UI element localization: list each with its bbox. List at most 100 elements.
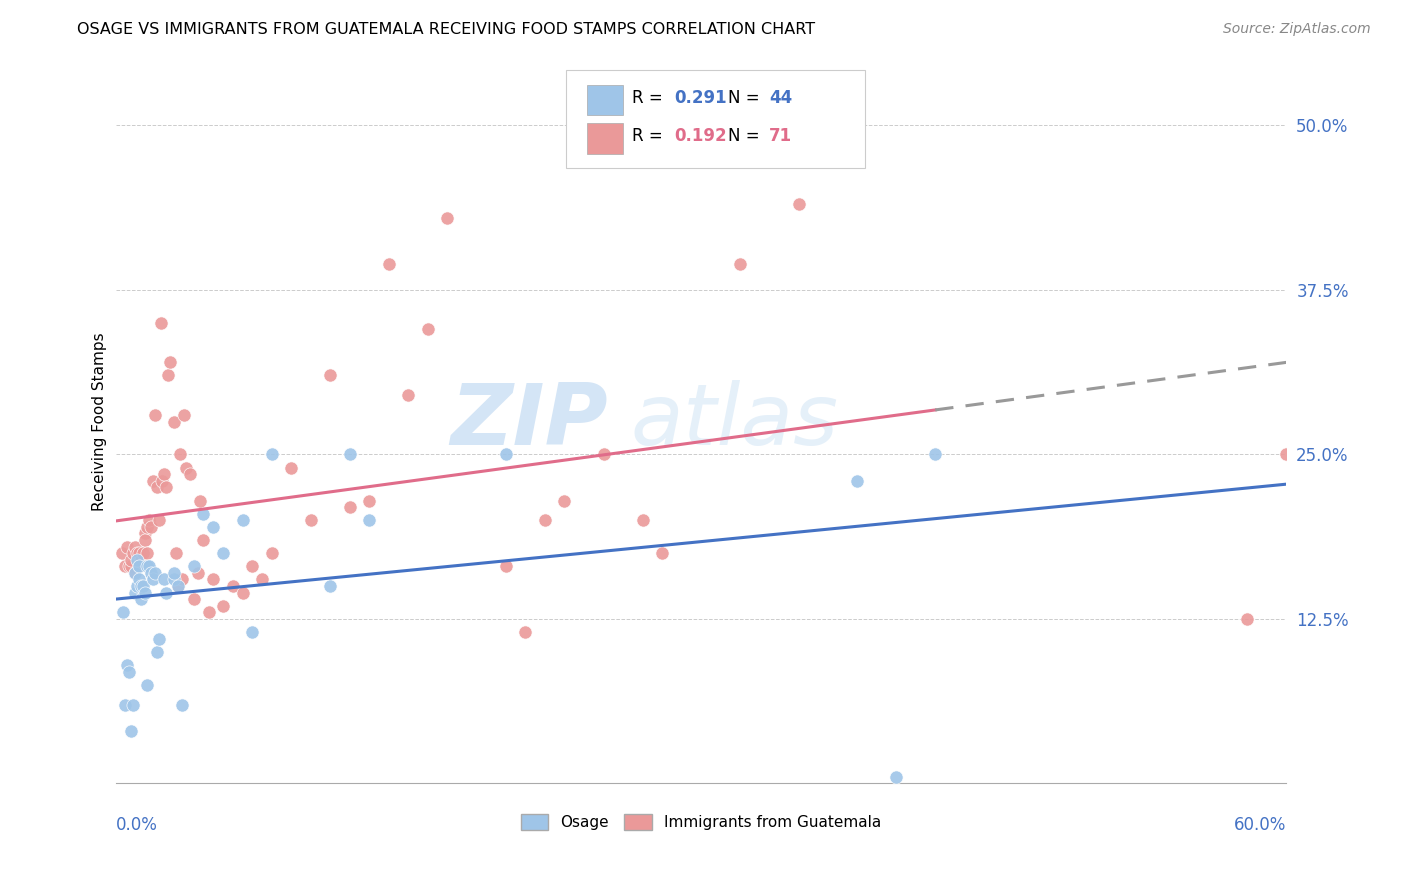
Point <box>299 513 322 527</box>
Point <box>651 546 673 560</box>
Point <box>240 559 263 574</box>
Text: 44: 44 <box>769 88 792 106</box>
Point <box>157 368 180 383</box>
Point <box>884 770 907 784</box>
Point <box>128 573 150 587</box>
Point <box>122 698 145 712</box>
Point <box>128 559 150 574</box>
Point <box>260 447 283 461</box>
Point <box>143 408 166 422</box>
Text: R =: R = <box>631 127 668 145</box>
Point <box>124 566 146 580</box>
Point <box>553 493 575 508</box>
Point <box>212 599 235 613</box>
Y-axis label: Receiving Food Stamps: Receiving Food Stamps <box>93 332 107 511</box>
Point <box>188 493 211 508</box>
Point <box>173 408 195 422</box>
Point <box>163 415 186 429</box>
Point <box>183 592 205 607</box>
Point <box>495 447 517 461</box>
Point <box>118 665 141 679</box>
Point <box>319 579 342 593</box>
Point <box>169 447 191 461</box>
Point <box>183 559 205 574</box>
Point <box>592 447 614 461</box>
Point <box>159 355 181 369</box>
Point <box>132 546 155 560</box>
Point <box>319 368 342 383</box>
Point <box>416 322 439 336</box>
Point <box>129 592 152 607</box>
Point <box>120 553 142 567</box>
Point <box>129 579 152 593</box>
Point <box>145 480 167 494</box>
Point <box>250 573 273 587</box>
Point <box>396 388 419 402</box>
Point <box>359 493 381 508</box>
Point <box>167 579 190 593</box>
Point <box>117 540 139 554</box>
Point <box>149 316 172 330</box>
Point <box>631 513 654 527</box>
Point <box>124 540 146 554</box>
Text: OSAGE VS IMMIGRANTS FROM GUATEMALA RECEIVING FOOD STAMPS CORRELATION CHART: OSAGE VS IMMIGRANTS FROM GUATEMALA RECEI… <box>77 22 815 37</box>
Point <box>202 573 225 587</box>
Point <box>846 145 869 159</box>
Point <box>787 197 810 211</box>
Point <box>495 559 517 574</box>
Point <box>153 573 176 587</box>
Point <box>134 585 156 599</box>
Text: Source: ZipAtlas.com: Source: ZipAtlas.com <box>1223 22 1371 37</box>
Point <box>165 546 187 560</box>
Bar <box>588 123 623 153</box>
Text: 0.192: 0.192 <box>673 127 727 145</box>
Point <box>924 447 946 461</box>
Point <box>1236 612 1258 626</box>
Point <box>193 533 215 547</box>
Point <box>152 474 174 488</box>
Point <box>117 658 139 673</box>
Point <box>846 474 869 488</box>
Point <box>135 520 157 534</box>
Point <box>260 546 283 560</box>
Point <box>155 480 177 494</box>
Point <box>222 579 245 593</box>
Point <box>359 513 381 527</box>
Point <box>202 520 225 534</box>
Point <box>142 573 165 587</box>
Point <box>280 460 302 475</box>
Point <box>143 566 166 580</box>
Point <box>153 467 176 482</box>
Point <box>128 559 150 574</box>
Point <box>134 533 156 547</box>
Point <box>534 513 557 527</box>
Legend: Osage, Immigrants from Guatemala: Osage, Immigrants from Guatemala <box>520 814 882 830</box>
Point <box>436 211 458 225</box>
Point <box>231 585 253 599</box>
Point <box>339 447 361 461</box>
Point <box>155 585 177 599</box>
Text: N =: N = <box>728 88 765 106</box>
Point <box>138 513 160 527</box>
Text: R =: R = <box>631 88 668 106</box>
Point <box>240 625 263 640</box>
Point <box>148 513 170 527</box>
Text: N =: N = <box>728 127 765 145</box>
Point <box>114 559 136 574</box>
Point <box>167 579 190 593</box>
Point <box>148 632 170 646</box>
Point <box>135 559 157 574</box>
Point <box>145 645 167 659</box>
Point <box>179 467 201 482</box>
Text: atlas: atlas <box>631 380 839 463</box>
Point <box>163 566 186 580</box>
Point <box>135 546 157 560</box>
Point <box>132 579 155 593</box>
Point <box>118 559 141 574</box>
Point <box>124 566 146 580</box>
Point <box>128 546 150 560</box>
Point <box>129 553 152 567</box>
Point <box>1275 447 1298 461</box>
Text: 60.0%: 60.0% <box>1234 816 1286 834</box>
Point <box>163 573 186 587</box>
